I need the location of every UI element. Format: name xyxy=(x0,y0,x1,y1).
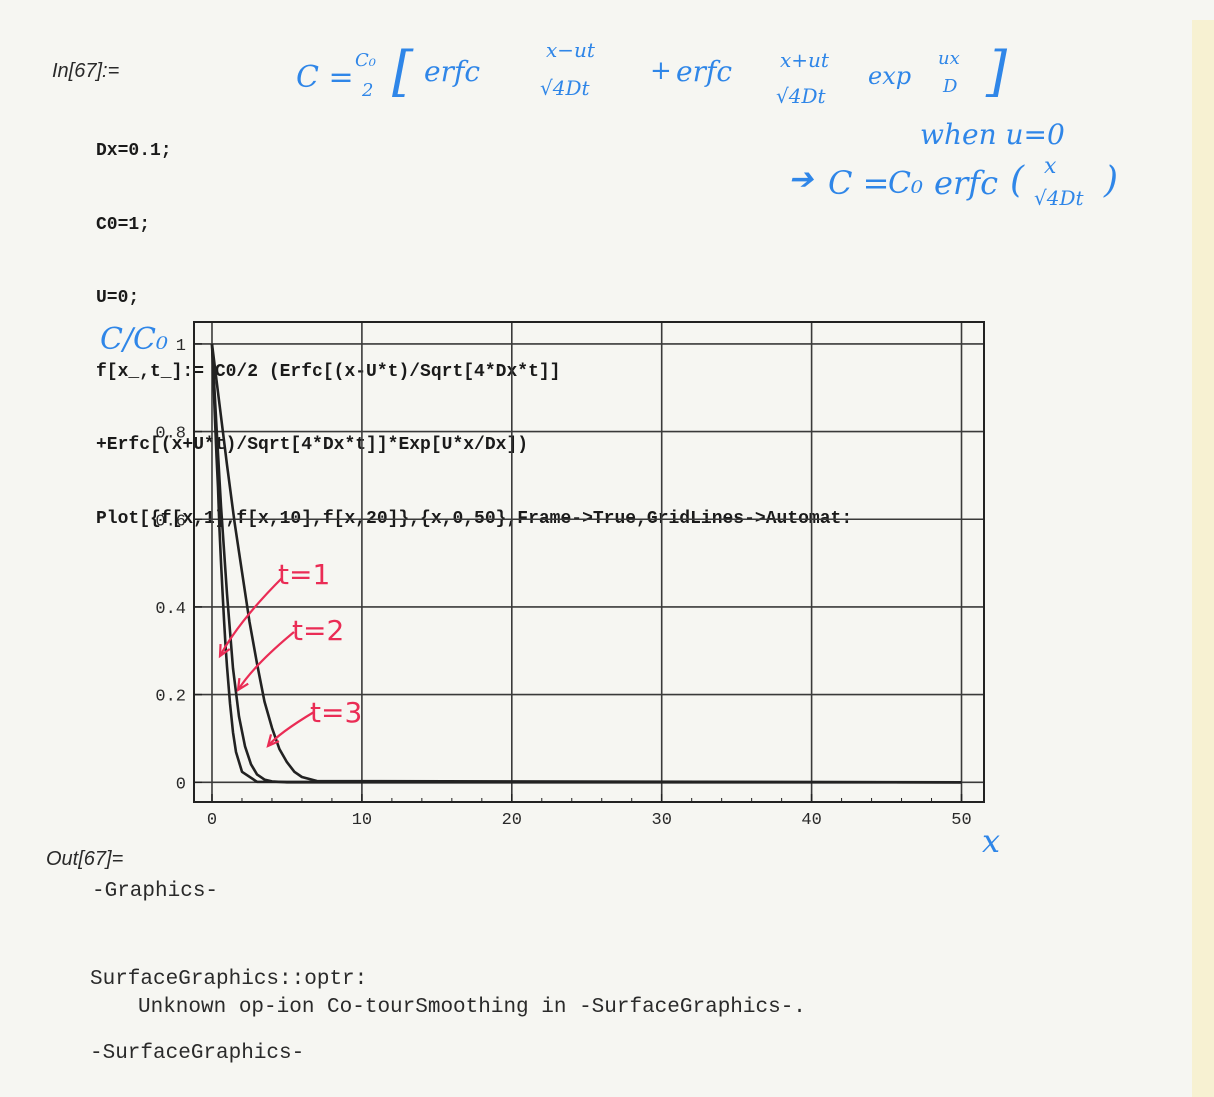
code-line-f-def: f[x_,t_]:= C0/2 (Erfc[(x-U*t)/Sqrt[4*Dx*… xyxy=(96,361,561,382)
formula-general-term1-den: √4Dt xyxy=(540,76,590,100)
formula-u0-num: x xyxy=(1044,154,1057,179)
formula-u0-fn: erfc xyxy=(934,164,998,202)
x-tick-label-5: 50 xyxy=(951,811,971,830)
x-axis-note: x xyxy=(982,822,1001,860)
formula-general-term1-num: x−ut xyxy=(546,38,595,62)
series-line-1 xyxy=(210,343,962,784)
formula-general-bracket-close: ] xyxy=(986,40,1008,103)
curve-arrowhead-1 xyxy=(218,643,231,659)
input-code[interactable]: Dx=0.1; C0=1; U=0; f[x_,t_]:= C0/2 (Erfc… xyxy=(96,90,852,556)
curve-arrow-1 xyxy=(219,577,283,657)
surfacegraphics-output: -SurfaceGraphics- xyxy=(90,1042,305,1065)
formula-general-term2-fn: erfc xyxy=(676,55,732,88)
x-tick-label-0: 0 xyxy=(207,811,217,830)
code-line-f-def-cont: +Erfc[(x+U*t)/Sqrt[4*Dx*t]]*Exp[U*x/Dx]) xyxy=(96,435,529,455)
formula-general-coef-den: 2 xyxy=(362,80,374,101)
curve-arrow-3 xyxy=(267,711,315,747)
formula-u0-lhs: C = xyxy=(828,164,890,202)
x-tick-label-4: 40 xyxy=(801,811,821,830)
code-line-c0: C0=1; xyxy=(96,214,151,235)
formula-general-exp-den: D xyxy=(943,76,958,97)
series-line-3 xyxy=(210,343,962,784)
graphics-output: -Graphics- xyxy=(92,880,219,903)
formula-u0-den: √4Dt xyxy=(1034,186,1084,210)
formula-u0-arrow: ➔ xyxy=(788,162,814,197)
formula-u0-coef: C₀ xyxy=(888,166,923,201)
y-tick-label-0: 0 xyxy=(176,775,186,794)
plot-frame xyxy=(193,321,985,803)
formula-general-term2-num: x+ut xyxy=(780,48,829,72)
code-line-u: U=0; xyxy=(96,288,140,308)
formula-general-exp-num: ux xyxy=(938,48,960,69)
code-line-dx: Dx=0.1; xyxy=(96,141,172,161)
curve-label-t1: t=1 xyxy=(278,558,331,591)
formula-general-exp-fn: exp xyxy=(868,62,912,90)
formula-general-bracket-open: [ xyxy=(392,40,414,103)
scan-paper-edge xyxy=(1192,20,1214,1097)
formula-u0-paren-open: ( xyxy=(1010,160,1025,201)
curve-arrowhead-3 xyxy=(266,734,280,748)
surfacegraphics-message-body: Unknown op-ion Co-tourSmoothing in -Surf… xyxy=(138,996,806,1019)
formula-general-lhs: C = xyxy=(296,60,354,95)
curve-arrow-2 xyxy=(237,631,295,691)
y-tick-label-3: 0.6 xyxy=(155,512,186,531)
x-tick-label-3: 30 xyxy=(652,811,672,830)
x-tick-label-1: 10 xyxy=(352,811,372,830)
formula-general-term1-fn: erfc xyxy=(424,55,480,88)
curve-label-t2: t=2 xyxy=(292,614,345,647)
formula-u0-paren-close: ) xyxy=(1104,160,1119,201)
series-line-2 xyxy=(210,343,962,784)
y-tick-label-2: 0.4 xyxy=(155,600,186,619)
formula-general-coef-num: C₀ xyxy=(355,50,376,71)
y-axis-note: C/C₀ xyxy=(100,322,169,357)
x-tick-label-2: 20 xyxy=(502,811,522,830)
when-u-zero-note: when u=0 xyxy=(920,118,1065,151)
output-cell-label: Out[67]= xyxy=(46,848,124,870)
curve-label-t3: t=3 xyxy=(310,696,363,729)
surfacegraphics-message-header: SurfaceGraphics::optr: xyxy=(90,968,368,991)
y-tick-label-5: 1 xyxy=(176,337,186,356)
y-tick-label-1: 0.2 xyxy=(155,688,186,707)
formula-general-plus: + xyxy=(650,56,672,86)
formula-general-term2-den: √4Dt xyxy=(776,84,826,108)
input-cell-label: In[67]:= xyxy=(52,60,120,82)
curve-arrowhead-2 xyxy=(236,677,249,693)
y-tick-label-4: 0.8 xyxy=(155,425,186,444)
